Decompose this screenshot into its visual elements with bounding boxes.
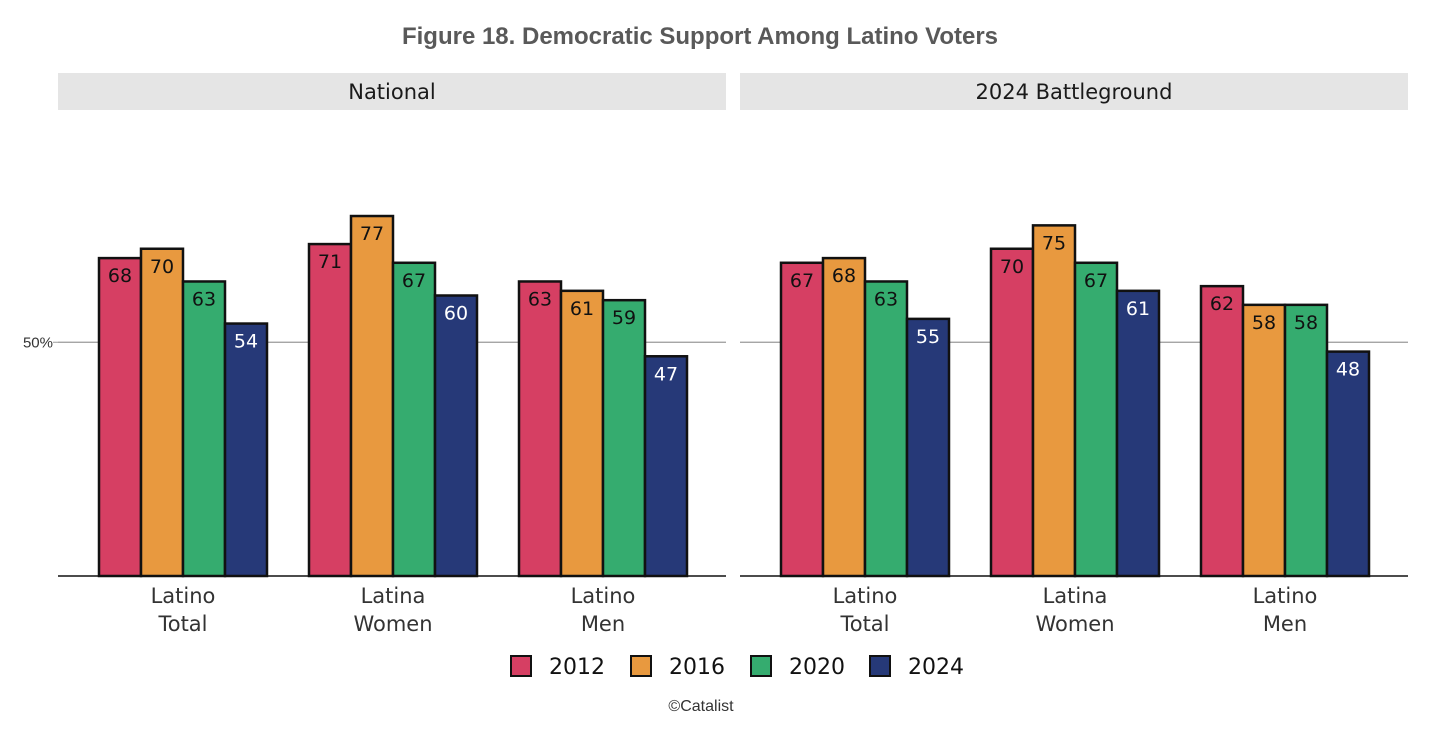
- panel-label-0: National: [348, 80, 436, 104]
- x-tick-label-0-0-1: Total: [157, 612, 207, 636]
- data-label-1-1-3: 61: [1126, 298, 1150, 320]
- bar-0-0-0: [97, 256, 143, 578]
- legend-label-3: 2024: [908, 655, 964, 680]
- panel-1: 2024 Battleground 67 68 63 55 Latino Total 70 75…: [740, 73, 1408, 636]
- bar-0-2-3: [643, 355, 689, 578]
- data-label-1-1-2: 67: [1084, 270, 1108, 292]
- bar-0-1-1: [349, 214, 395, 578]
- data-label-0-0-0: 68: [108, 265, 132, 287]
- data-label-1-0-1: 68: [832, 265, 856, 287]
- legend-item-0: 2012: [510, 655, 605, 680]
- x-tick-label-0-1-1: Women: [353, 612, 432, 636]
- legend-swatch-1: [630, 655, 652, 677]
- data-label-0-2-3: 47: [654, 363, 678, 385]
- data-label-1-0-0: 67: [790, 270, 814, 292]
- bar-0-0-3: [223, 322, 269, 578]
- bar-0-0-2: [181, 280, 227, 578]
- bar-1-0-0: [779, 261, 825, 578]
- data-label-0-2-2: 59: [612, 307, 636, 329]
- x-tick-label-0-1-0: Latina: [361, 584, 426, 608]
- legend-swatch-2: [750, 655, 772, 677]
- bar-0-1-3: [433, 294, 479, 578]
- data-label-0-1-1: 77: [360, 223, 384, 245]
- legend-label-2: 2020: [789, 655, 845, 680]
- data-label-0-0-2: 63: [192, 288, 216, 310]
- data-label-0-1-0: 71: [318, 251, 342, 273]
- data-label-1-1-1: 75: [1042, 232, 1066, 254]
- panel-strip-1: [740, 73, 1408, 110]
- legend-item-3: 2024: [869, 655, 964, 680]
- x-tick-label-1-0-1: Total: [839, 612, 889, 636]
- y-tick-label-0: 50%: [23, 334, 53, 351]
- bar-0-2-0: [517, 280, 563, 578]
- x-tick-label-1-1-1: Women: [1035, 612, 1114, 636]
- data-label-1-2-3: 48: [1336, 359, 1360, 381]
- bar-1-2-0: [1199, 284, 1245, 578]
- legend-swatch-0: [510, 655, 532, 677]
- data-label-1-2-2: 58: [1294, 312, 1318, 334]
- data-label-1-2-1: 58: [1252, 312, 1276, 334]
- bar-1-2-2: [1283, 303, 1329, 578]
- x-tick-label-1-0-0: Latino: [833, 584, 898, 608]
- data-label-0-1-3: 60: [444, 303, 468, 325]
- legend: 2012 2016 2020 2024: [510, 655, 964, 680]
- bar-1-0-3: [905, 317, 951, 578]
- data-label-0-0-1: 70: [150, 256, 174, 278]
- legend-item-2: 2020: [750, 655, 845, 680]
- data-label-0-0-3: 54: [234, 331, 258, 353]
- x-tick-label-1-1-0: Latina: [1043, 584, 1108, 608]
- data-label-0-2-1: 61: [570, 298, 594, 320]
- data-label-1-0-3: 55: [916, 326, 940, 348]
- bar-0-0-1: [139, 247, 185, 578]
- legend-label-0: 2012: [549, 655, 605, 680]
- panel-strip-0: [58, 73, 726, 110]
- bar-1-0-2: [863, 280, 909, 578]
- bar-0-2-2: [601, 298, 647, 578]
- data-label-1-1-0: 70: [1000, 256, 1024, 278]
- data-label-1-2-0: 62: [1210, 293, 1234, 315]
- x-tick-label-0-2-1: Men: [581, 612, 625, 636]
- bar-1-1-3: [1115, 289, 1161, 578]
- bar-0-1-2: [391, 261, 437, 578]
- panel-0: National 68 70 63 54 Latino Total 71 77 67 60 Latin…: [58, 73, 726, 636]
- bar-1-1-1: [1031, 224, 1077, 578]
- x-tick-label-0-2-0: Latino: [571, 584, 636, 608]
- data-label-0-2-0: 63: [528, 288, 552, 310]
- legend-label-1: 2016: [669, 655, 725, 680]
- legend-item-1: 2016: [630, 655, 725, 680]
- panels-layer: 50% National 68 70 63 54 Latino Total 71 77 67 60 La…: [23, 73, 1408, 636]
- legend-swatch-3: [869, 655, 891, 677]
- bar-1-1-0: [989, 247, 1035, 578]
- chart-caption: ©Catalist: [668, 698, 734, 715]
- data-label-1-0-2: 63: [874, 288, 898, 310]
- bar-1-2-1: [1241, 303, 1287, 578]
- x-tick-label-0-0-0: Latino: [151, 584, 216, 608]
- panel-label-1: 2024 Battleground: [976, 80, 1173, 104]
- data-label-0-1-2: 67: [402, 270, 426, 292]
- bar-0-2-1: [559, 289, 605, 578]
- bar-0-1-0: [307, 242, 353, 578]
- x-tick-label-1-2-1: Men: [1263, 612, 1307, 636]
- bar-1-0-1: [821, 256, 867, 578]
- bar-1-1-2: [1073, 261, 1119, 578]
- bar-1-2-3: [1325, 350, 1371, 578]
- chart-title: Figure 18. Democratic Support Among Lati…: [402, 23, 998, 50]
- x-tick-label-1-2-0: Latino: [1253, 584, 1318, 608]
